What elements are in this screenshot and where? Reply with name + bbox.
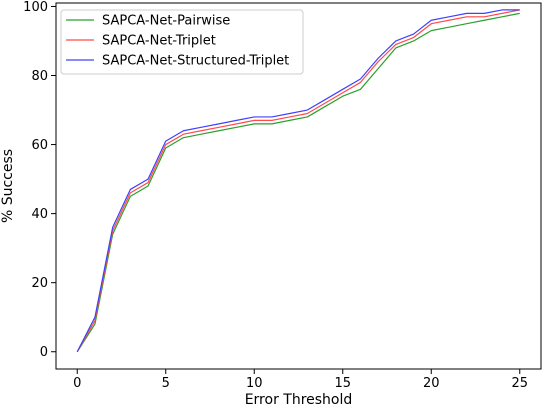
x-tick-label: 0 xyxy=(73,376,81,391)
legend-label-2: SAPCA-Net-Triplet xyxy=(102,34,216,49)
legend-label-3: SAPCA-Net-Structured-Triplet xyxy=(102,54,289,69)
y-tick-label: 100 xyxy=(23,0,48,15)
ticks: 0 5 10 15 20 25 0 20 40 60 80 100 xyxy=(23,0,528,391)
y-axis-label: % Success xyxy=(0,149,16,223)
y-tick-label: 60 xyxy=(31,138,48,153)
y-tick-label: 20 xyxy=(31,276,48,291)
x-tick-label: 15 xyxy=(334,376,351,391)
series-line-2 xyxy=(76,9,520,353)
x-tick-label: 10 xyxy=(246,376,263,391)
legend-box xyxy=(60,9,304,75)
legend-label-1: SAPCA-Net-Pairwise xyxy=(102,14,230,29)
series-lines xyxy=(76,9,520,353)
legend: SAPCA-Net-Pairwise SAPCA-Net-Triplet SAPCA… xyxy=(60,9,304,75)
y-tick-label: 80 xyxy=(31,69,48,84)
x-tick-label: 20 xyxy=(423,376,440,391)
x-axis-label: Error Threshold xyxy=(245,392,353,408)
x-tick-label: 25 xyxy=(511,376,528,391)
series-line-3 xyxy=(76,9,520,353)
x-tick-label: 5 xyxy=(162,376,170,391)
series-line-1 xyxy=(76,12,520,353)
y-tick-label: 0 xyxy=(40,345,48,360)
y-tick-label: 40 xyxy=(31,207,48,222)
